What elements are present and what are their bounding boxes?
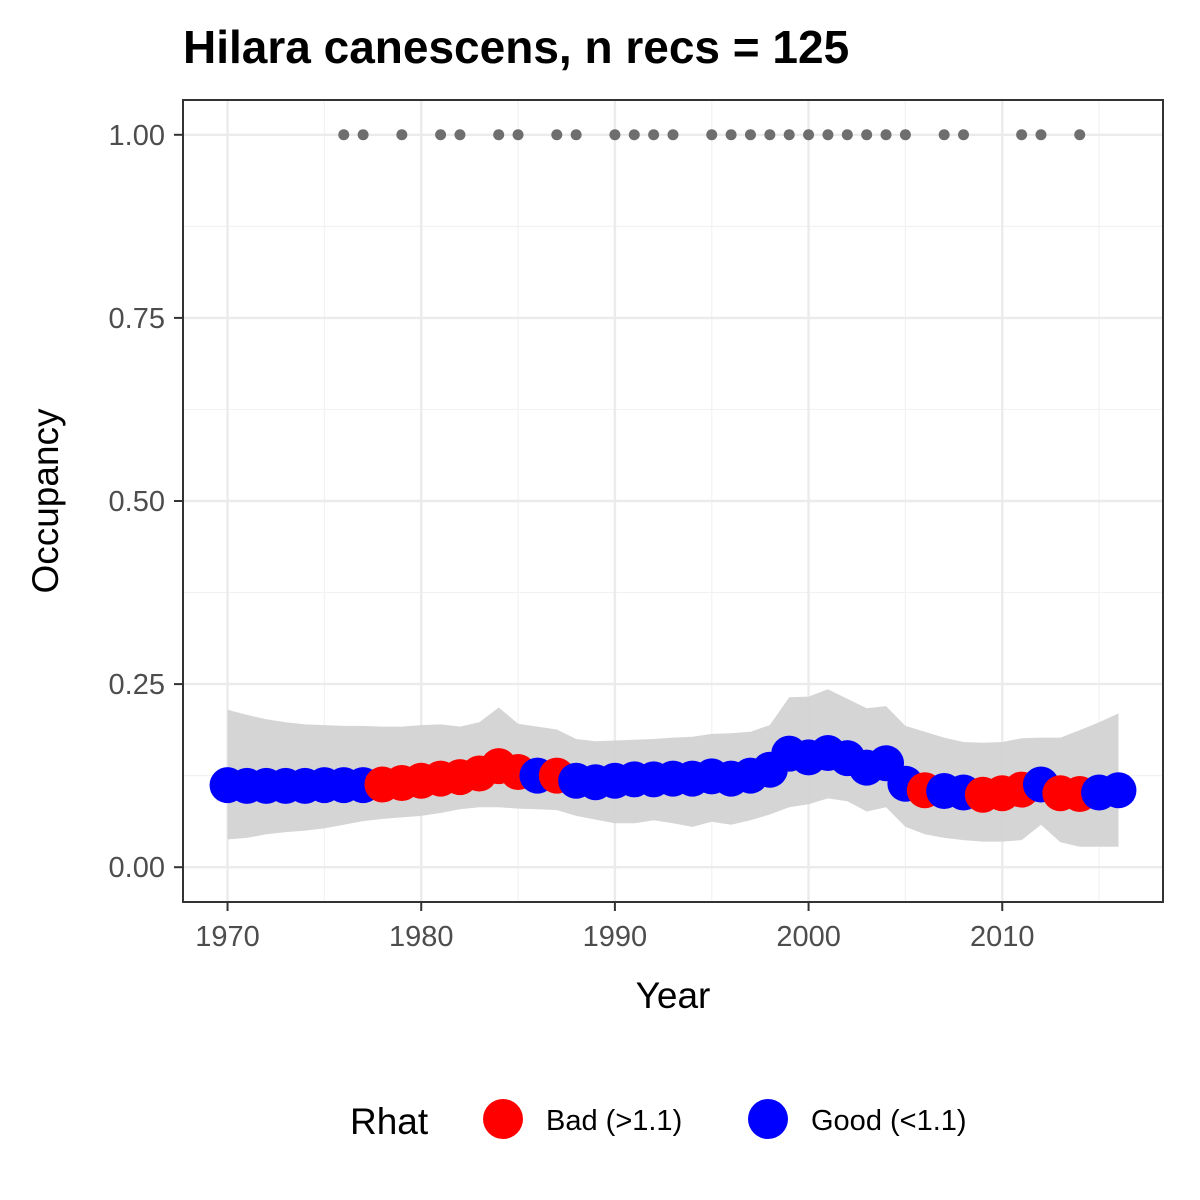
x-tick-label: 1990 — [583, 921, 648, 953]
record-point — [1016, 129, 1028, 141]
legend-label-good: Good (<1.1) — [811, 1105, 967, 1137]
record-point — [744, 129, 756, 141]
record-point — [609, 129, 621, 141]
x-axis-title: Year — [636, 975, 711, 1016]
occupancy-points — [209, 734, 1137, 813]
x-tick-label: 2010 — [970, 921, 1035, 953]
x-tick-label: 2000 — [776, 921, 841, 953]
record-point — [764, 129, 776, 141]
y-tick-label: 1.00 — [109, 120, 165, 152]
record-point — [958, 129, 970, 141]
y-axis-title: Occupancy — [25, 408, 66, 594]
y-tick-label: 0.25 — [109, 669, 165, 701]
record-point — [570, 129, 582, 141]
legend-title: Rhat — [350, 1101, 429, 1142]
record-point — [803, 129, 815, 141]
record-point — [551, 129, 563, 141]
axes: 1970 1980 1990 2000 2010 0.00 0.25 0.50 0.75 1.00 — [109, 120, 1035, 953]
record-points — [338, 129, 1086, 141]
y-tick-label: 0.75 — [109, 303, 165, 335]
record-point — [512, 129, 524, 141]
record-point — [648, 129, 660, 141]
legend: Rhat Bad (>1.1) Good (<1.1) — [350, 1099, 967, 1142]
y-tick-label: 0.50 — [109, 486, 165, 518]
x-tick-label: 1970 — [195, 921, 260, 953]
y-tick-label: 0.00 — [109, 852, 165, 884]
record-point — [783, 129, 795, 141]
record-point — [880, 129, 892, 141]
record-point — [493, 129, 505, 141]
record-point — [338, 129, 350, 141]
record-point — [357, 129, 369, 141]
record-point — [861, 129, 873, 141]
record-point — [628, 129, 640, 141]
record-point — [1035, 129, 1047, 141]
legend-key-bad — [483, 1099, 523, 1139]
record-point — [667, 129, 679, 141]
record-point — [725, 129, 737, 141]
chart-title: Hilara canescens, n recs = 125 — [183, 21, 849, 73]
record-point — [1074, 129, 1086, 141]
x-tick-label: 1980 — [389, 921, 454, 953]
record-point — [706, 129, 718, 141]
record-point — [822, 129, 834, 141]
record-point — [899, 129, 911, 141]
record-point — [454, 129, 466, 141]
record-point — [435, 129, 447, 141]
record-point — [841, 129, 853, 141]
occupancy-point-good — [1100, 772, 1137, 809]
legend-key-good — [748, 1099, 788, 1139]
legend-label-bad: Bad (>1.1) — [546, 1105, 682, 1137]
record-point — [938, 129, 950, 141]
record-point — [396, 129, 408, 141]
